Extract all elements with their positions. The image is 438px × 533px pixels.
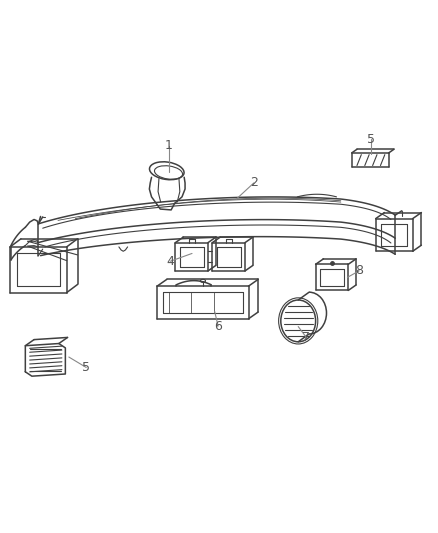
Text: 5: 5 — [367, 133, 375, 146]
Text: 4: 4 — [166, 255, 174, 268]
Text: 8: 8 — [355, 264, 363, 277]
Text: 5: 5 — [82, 361, 90, 374]
Text: 7: 7 — [302, 330, 310, 343]
Text: 6: 6 — [214, 320, 222, 333]
Text: 1: 1 — [165, 139, 173, 152]
Text: 2: 2 — [250, 176, 258, 189]
